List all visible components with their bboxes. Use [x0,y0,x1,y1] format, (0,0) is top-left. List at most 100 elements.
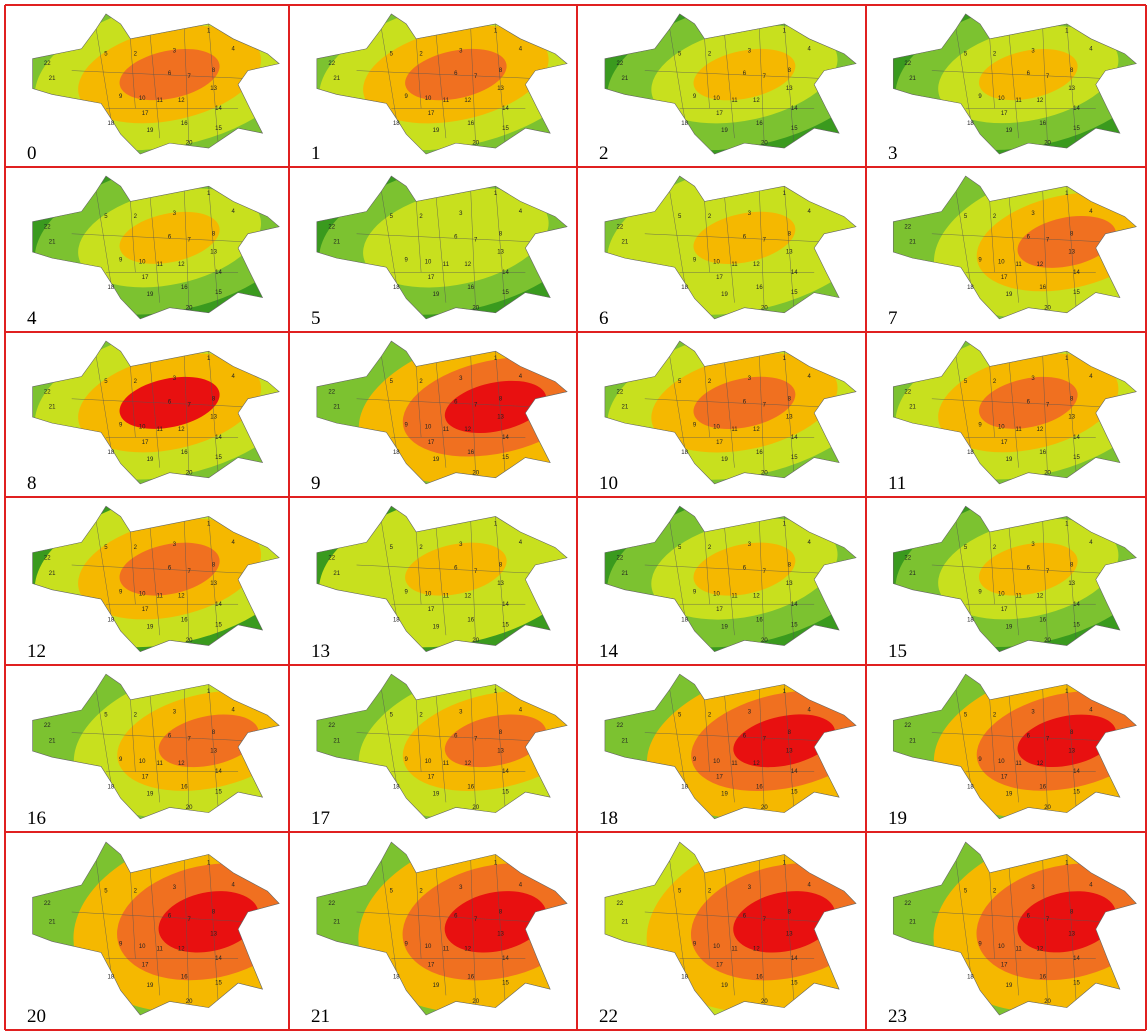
district-number: 10 [998,944,1005,950]
district-number: 15 [1073,790,1080,796]
district-number: 16 [467,121,474,127]
district-number: 9 [693,423,697,429]
district-border [644,70,825,79]
district-number: 9 [693,757,697,763]
district-number: 17 [428,275,435,281]
district-number: 15 [1073,455,1080,461]
district-number: 12 [178,262,185,268]
district-number: 14 [791,270,798,276]
district-border [989,872,995,959]
district-border [470,28,476,149]
district-number: 1 [1065,191,1069,197]
city-outline [892,673,1137,820]
district-number: 12 [464,98,471,104]
district-number: 6 [454,399,458,405]
district-number: 12 [753,427,760,433]
district-number: 12 [464,594,471,600]
district-border [381,356,397,448]
city-outline [604,505,857,653]
district-number: 8 [499,396,503,402]
district-number: 21 [49,919,56,925]
district-border [955,521,971,615]
district-number: 13 [1068,749,1075,755]
district-number: 9 [978,94,982,100]
district-number: 4 [1089,209,1093,215]
district-number: 19 [147,128,154,134]
district-number: 1 [207,861,211,867]
district-number: 1 [494,191,498,197]
city-outline [316,841,568,1016]
district-number: 19 [1006,292,1013,298]
city-outline [604,13,857,155]
district-number: 3 [1031,211,1035,217]
district-number: 10 [425,759,432,765]
city-outline [316,673,568,820]
district-number: 7 [474,237,478,243]
district-number: 14 [215,956,222,962]
district-number: 2 [419,545,423,551]
district-border [130,38,136,109]
city-outline [32,505,280,653]
district-number: 19 [1006,983,1013,989]
district-number: 14 [1073,270,1080,276]
district-border [95,356,112,448]
district-number: 5 [390,889,394,895]
district-number: 19 [147,457,154,463]
district-number: 7 [474,917,478,923]
district-number: 21 [909,738,916,744]
district-number: 6 [1027,566,1031,572]
district-number: 4 [1089,46,1093,52]
district-number: 8 [1070,910,1074,916]
district-number: 9 [405,589,409,595]
district-border [989,366,995,438]
district-number: 9 [978,258,982,264]
district-number: 6 [168,566,172,572]
district-number: 20 [472,141,479,147]
district-border [184,356,190,478]
district-number: 17 [716,607,723,613]
district-border [130,872,136,959]
district-number: 3 [1031,542,1035,548]
district-border [130,201,136,273]
district-number: 12 [464,262,471,268]
district-border [1066,854,1077,1008]
district-number: 6 [454,234,458,240]
district-number: 9 [405,258,409,264]
district-number: 10 [425,591,432,597]
district-border [931,911,1106,923]
city-outline [32,13,280,155]
district-number: 5 [390,545,394,551]
district-border [989,531,995,605]
district-number: 4 [232,883,236,889]
district-number: 9 [119,757,123,763]
district-number: 18 [967,121,974,127]
district-number: 21 [622,239,629,245]
district-number: 6 [743,234,747,240]
district-border [208,516,219,646]
district-border [1066,684,1077,813]
district-number: 18 [108,285,115,291]
district-border [644,911,825,923]
district-number: 4 [519,46,523,52]
district-number: 19 [1006,128,1013,134]
district-number: 2 [993,214,997,220]
hour-label: 4 [27,308,37,329]
zone [733,714,836,768]
district-number: 4 [232,46,236,52]
district-number: 8 [788,730,792,736]
district-number: 7 [763,74,767,80]
district-number: 7 [187,237,191,243]
district-border [95,860,112,971]
district-number: 4 [808,540,812,546]
district-number: 19 [721,292,728,298]
district-number: 20 [186,638,193,644]
district-number: 3 [459,542,463,548]
district-number: 6 [743,399,747,405]
district-border [704,38,710,109]
district-number: 15 [1073,290,1080,296]
district-number: 13 [1068,581,1075,587]
